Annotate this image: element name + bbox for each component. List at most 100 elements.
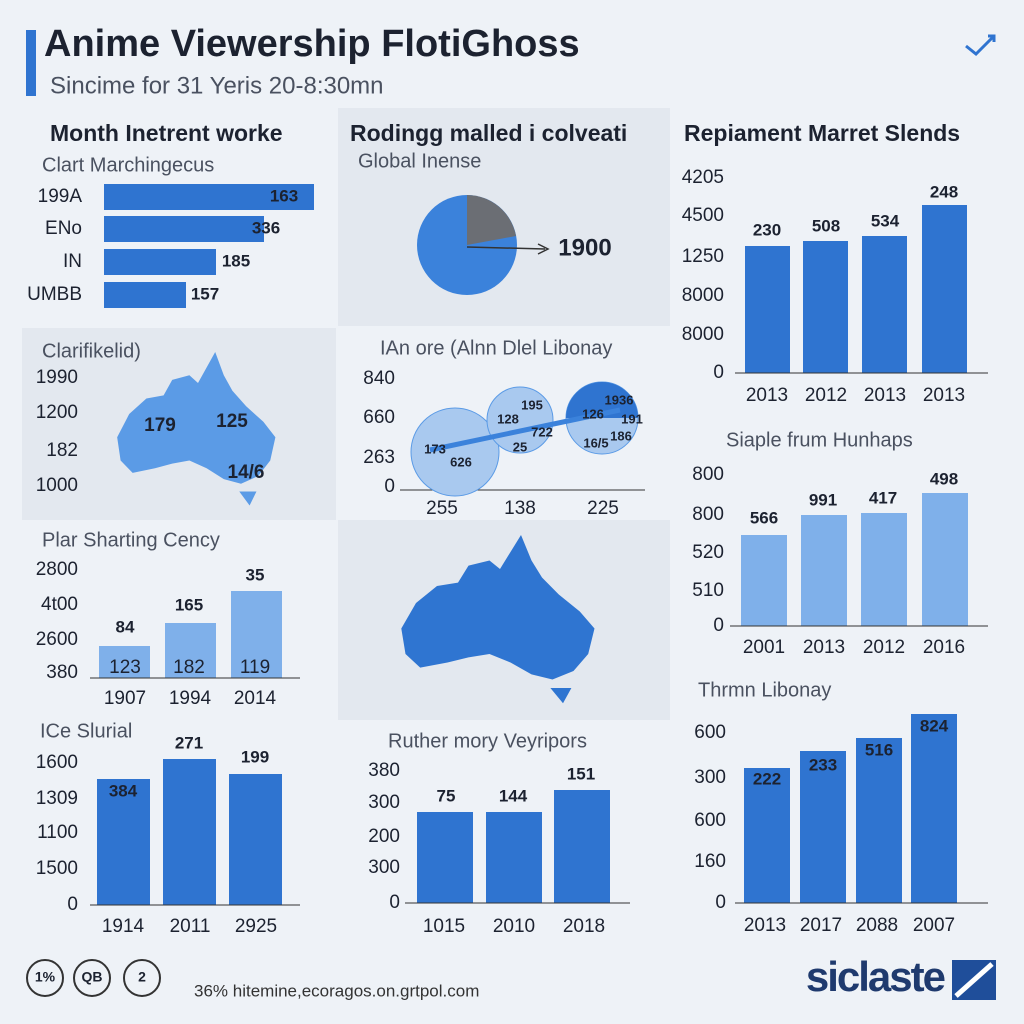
tick-label: 0	[67, 894, 78, 915]
bar	[745, 246, 790, 373]
tick-label: 1990	[36, 367, 78, 388]
category-label: 2925	[235, 916, 277, 937]
panel-title: Month Inetrent worke	[50, 120, 283, 146]
value-label: 1936	[605, 392, 634, 407]
check-icon	[965, 34, 996, 57]
tick-label: 800	[692, 504, 724, 525]
value-label: 191	[621, 411, 643, 426]
category-label: 2013	[864, 385, 906, 406]
category-label: 2018	[563, 916, 605, 937]
panel-title: Rodingg malled i colveati	[350, 120, 627, 146]
category-label: 2011	[170, 916, 211, 937]
category-label: 2012	[863, 637, 905, 658]
value-label: 195	[521, 397, 543, 412]
bar	[104, 249, 216, 275]
value-label: 25	[513, 439, 527, 454]
category-label: 2013	[744, 915, 786, 936]
inner-label: 123	[109, 657, 141, 678]
category-label: 2016	[923, 637, 965, 658]
bar	[97, 779, 150, 905]
subtitle: Sincime for 31 Yeris 20-8:30mn	[50, 72, 384, 99]
category-label: 2010	[493, 916, 535, 937]
tick-label: 0	[384, 476, 395, 497]
bar	[911, 714, 957, 903]
bar	[99, 646, 150, 678]
value-label: 248	[930, 182, 958, 201]
category-label: 1015	[423, 916, 465, 937]
bar	[922, 205, 967, 373]
value-label: 722	[531, 424, 553, 439]
category-label: 2013	[803, 637, 845, 658]
bar	[922, 493, 968, 626]
bar	[554, 790, 610, 903]
tick-label: 2800	[36, 559, 78, 580]
category-label: UMBB	[27, 284, 82, 305]
arrow	[466, 243, 550, 255]
value-label: 128	[497, 411, 519, 426]
title: Anime Viewership FlotiGhoss	[44, 23, 580, 65]
tick-label: 1250	[682, 246, 724, 267]
connector	[429, 407, 621, 453]
accent-bar	[26, 30, 36, 96]
panel-title: Repiament Marret Slends	[684, 120, 960, 146]
bar	[163, 759, 216, 905]
tick-label: 300	[694, 767, 726, 788]
value-label: 151	[567, 764, 595, 783]
value-label: 824	[920, 716, 949, 735]
tick-label: 4t00	[41, 594, 78, 615]
category-label: 2014	[234, 688, 277, 709]
callout: 1900	[558, 234, 611, 261]
category-label: 1994	[169, 688, 212, 709]
bar	[229, 774, 282, 905]
category-label: 2088	[856, 915, 898, 936]
value-label: 185	[222, 251, 250, 270]
value-label: 199	[241, 747, 269, 766]
value-label: 144	[499, 786, 528, 805]
tick-label: 380	[368, 760, 400, 781]
value-label: 14/6	[228, 462, 265, 483]
panel-title: Siaple frum Hunhaps	[726, 429, 913, 451]
brand: siclaste	[806, 953, 945, 1000]
category-label: 2013	[923, 385, 965, 406]
category-label: 2007	[913, 915, 955, 936]
panel-title: ICe Slurial	[40, 720, 132, 742]
value-label: 516	[865, 740, 893, 759]
panel-title: IAn ore (Alnn Dlel Libonay	[380, 337, 612, 359]
tick-label: 840	[363, 368, 395, 389]
tick-label: 263	[363, 447, 395, 468]
value-label: 163	[270, 186, 298, 205]
panel-subtitle: Clart Marchingecus	[42, 154, 214, 176]
bar	[800, 751, 846, 903]
value-label: 84	[116, 617, 135, 636]
value-label: 157	[191, 284, 219, 303]
tick-label: 1500	[36, 858, 78, 879]
value-label: 222	[753, 769, 781, 788]
bubble	[410, 407, 500, 497]
bar	[231, 591, 282, 678]
value-label: 35	[246, 565, 265, 584]
category-label: 138	[504, 498, 536, 519]
footer-url: 36% hitemine,ecoragos.on.grtpol.com	[194, 981, 479, 1000]
tick-label: 0	[715, 892, 726, 913]
tick-label: 380	[46, 662, 78, 683]
category-label: 255	[426, 498, 458, 519]
tick-label: 4205	[682, 167, 724, 188]
tick-label: 1309	[36, 788, 78, 809]
category-label: 225	[587, 498, 619, 519]
value-label: 125	[216, 411, 248, 432]
tick-label: 0	[713, 615, 724, 636]
bar	[744, 768, 790, 903]
inner-label: 119	[240, 657, 270, 678]
badge	[73, 959, 111, 997]
value-label: 233	[809, 755, 837, 774]
tick-label: 0	[389, 892, 400, 913]
tick-label: 300	[368, 857, 400, 878]
category-label: 1907	[104, 688, 146, 709]
value-label: 626	[450, 454, 472, 469]
category-label: 199A	[38, 186, 83, 207]
panel-title: Thrmn Libonay	[698, 679, 831, 701]
category-label: 2013	[746, 385, 788, 406]
category-label: IN	[63, 251, 82, 272]
bar	[104, 216, 264, 242]
tick-label: 520	[692, 542, 724, 563]
